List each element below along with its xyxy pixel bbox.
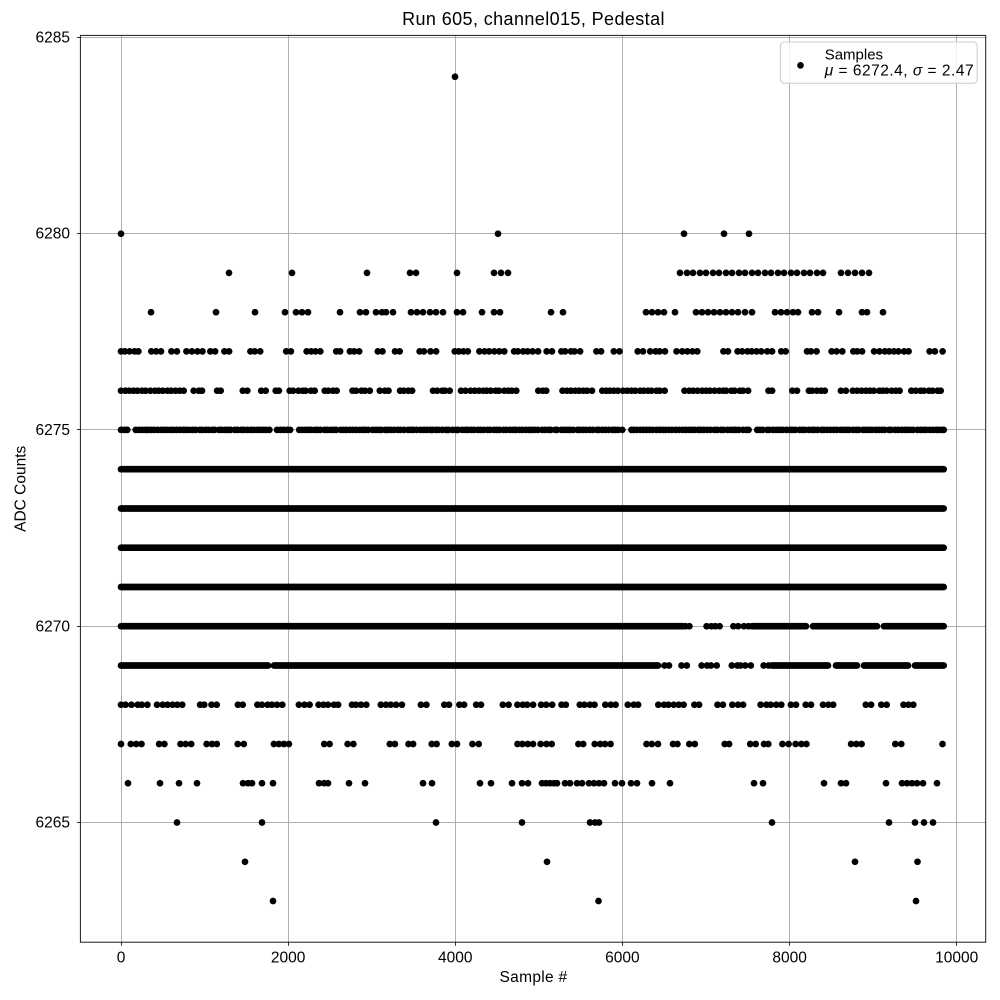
svg-text:6265: 6265	[36, 815, 70, 832]
svg-text:4000: 4000	[438, 950, 473, 967]
svg-text:8000: 8000	[772, 950, 807, 967]
svg-text:6280: 6280	[36, 226, 71, 243]
svg-text:6000: 6000	[605, 950, 640, 967]
svg-text:μ = 6272.4, σ = 2.47: μ = 6272.4, σ = 2.47	[824, 62, 974, 79]
svg-text:6275: 6275	[36, 422, 70, 439]
svg-text:Sample #: Sample #	[500, 969, 568, 986]
svg-text:Run 605, channel015, Pedestal: Run 605, channel015, Pedestal	[402, 9, 665, 29]
svg-text:6270: 6270	[36, 618, 71, 635]
svg-text:10000: 10000	[935, 950, 978, 967]
svg-text:2000: 2000	[271, 950, 306, 967]
svg-text:6285: 6285	[36, 30, 70, 47]
svg-text:ADC Counts: ADC Counts	[13, 445, 30, 531]
svg-text:0: 0	[117, 950, 126, 967]
svg-text:Samples: Samples	[825, 47, 883, 64]
